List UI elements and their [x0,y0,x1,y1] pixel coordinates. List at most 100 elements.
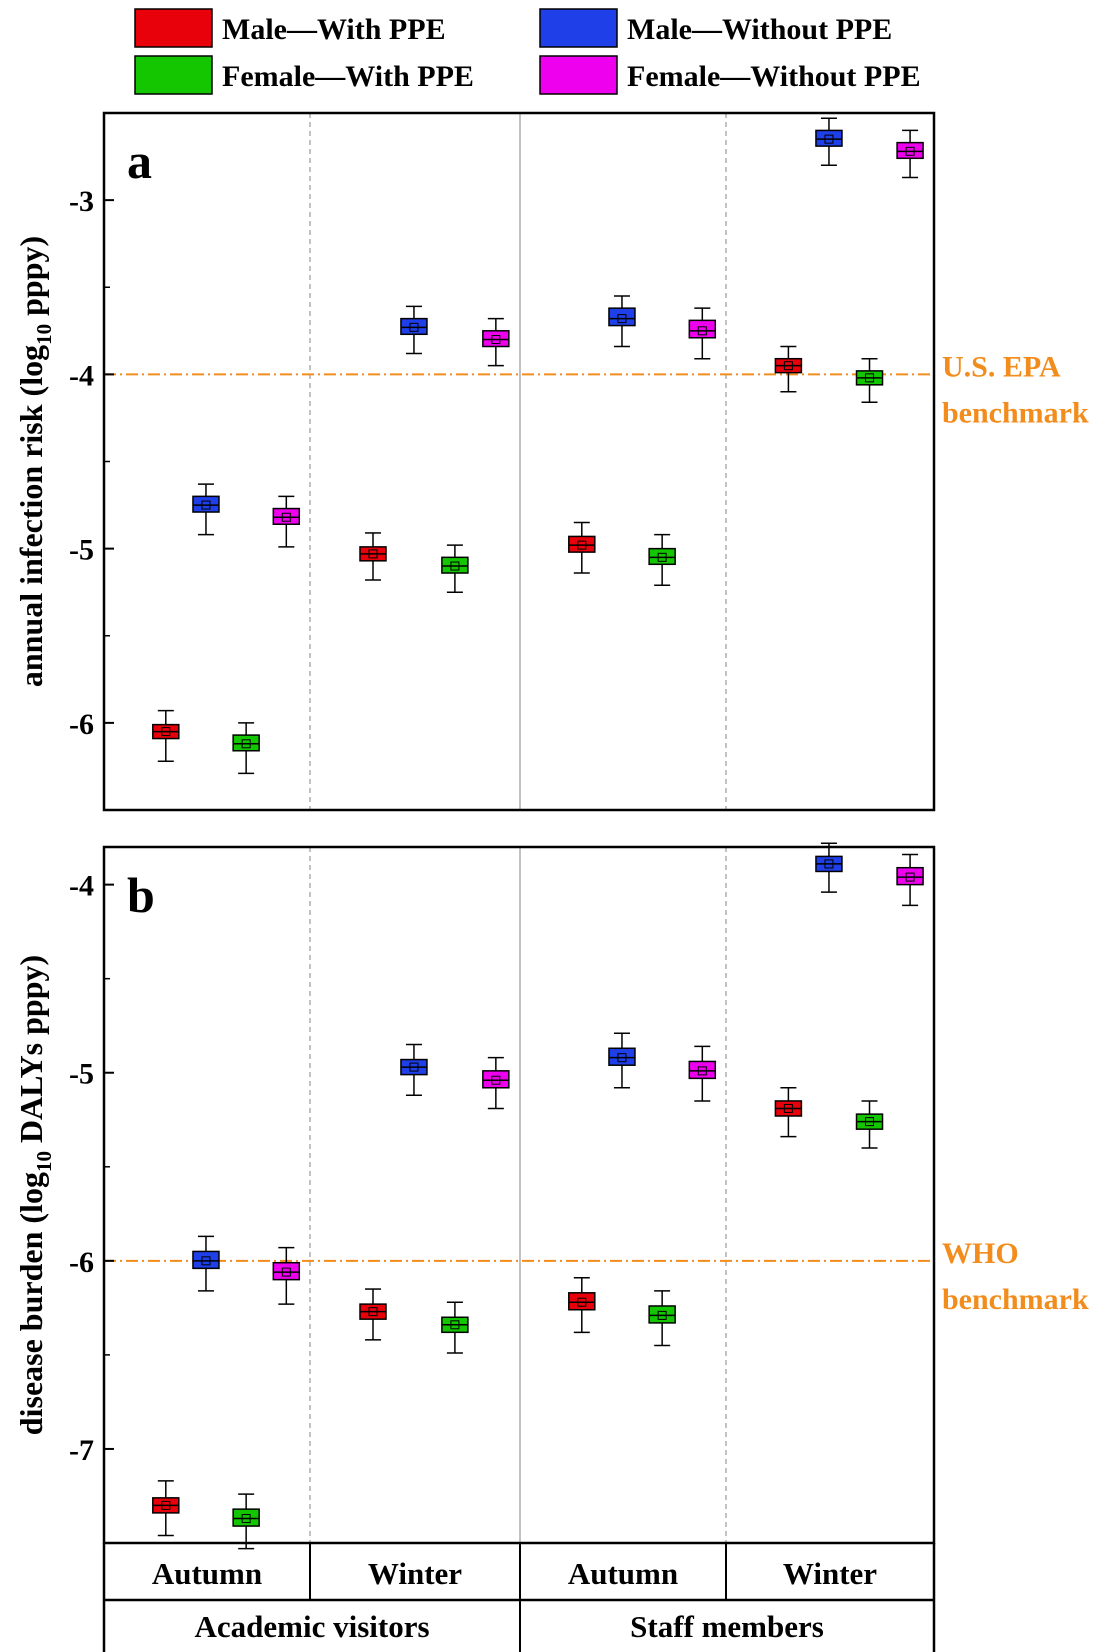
population-label: Staff members [630,1609,824,1644]
legend: Male—With PPE Male—Without PPE Female—With… [134,8,921,95]
box-mean-marker [161,727,171,737]
box-mean-marker [241,1514,251,1524]
plot-frame [102,111,936,812]
box-plot [152,1480,180,1537]
legend-label: Male—With PPE [222,13,446,46]
box-iqr [608,1047,636,1066]
panel-label: a [127,133,152,189]
box-iqr [272,507,301,525]
box-plot [482,1056,510,1110]
box-plot [774,1087,803,1138]
box-iqr [482,1070,510,1089]
box-mean-marker [865,1117,875,1127]
box-iqr [608,307,636,327]
box-iqr [232,734,260,752]
panel-a: U.S. EPA benchmark -6 -5 -4 -3 a annual infecti… [13,111,1089,812]
box-iqr [192,495,220,513]
box-iqr [400,317,428,336]
y-axis-label: disease burden (log10 DALYs pppy) [13,955,56,1435]
panels: U.S. EPA benchmark -6 -5 -4 -3 a annual infecti… [13,111,1089,1550]
group-table: Autumn Winter Autumn Winter Academic visitor… [102,1543,936,1652]
box-plot [192,1235,220,1292]
box-plot [359,1288,387,1341]
box-mean-marker [201,500,211,510]
box-mean-marker [697,1066,707,1076]
box-plot [232,722,260,775]
box-plot [400,305,428,355]
season-label: Autumn [152,1556,262,1591]
y-tick-label: -3 [69,185,94,218]
legend-label: Female—Without PPE [627,60,921,93]
box-plot [482,317,510,367]
legend-swatch [134,55,213,95]
box-mean-marker [577,1297,587,1307]
box-mean-marker [491,1075,501,1085]
y-axis-label-main: disease burden (log [13,1172,49,1435]
box-mean-marker [697,326,707,336]
y-tick-label: -6 [69,1246,94,1279]
box-iqr [815,129,843,147]
y-axis-label-main: annual infection risk (log [13,345,49,687]
season-label: Winter [368,1556,462,1591]
box-plot [568,521,596,574]
box-iqr [648,1305,676,1324]
box-iqr [568,1292,596,1311]
box-mean-marker [241,739,251,749]
box-plot [441,1301,469,1354]
y-tick-label: -6 [69,708,94,741]
box-mean-marker [577,540,587,550]
box-plot [688,307,717,360]
box-plot [855,1100,884,1149]
box-plot [272,1246,301,1305]
box-mean-marker [281,512,291,522]
box-iqr [568,535,596,553]
y-axis-label-subscript: 10 [32,324,56,345]
box-mean-marker [905,146,915,156]
box-mean-marker [824,859,834,869]
benchmark-label: U.S. EPA [942,350,1061,383]
box-plot [648,533,676,586]
box-mean-marker [450,1320,460,1330]
box-mean-marker [281,1267,291,1277]
box-mean-marker [905,872,915,882]
box-mean-marker [161,1500,171,1510]
box-plot [192,483,220,536]
box-plot [688,1045,717,1102]
box-mean-marker [491,335,501,345]
y-axis-label-subscript: 10 [32,1151,56,1172]
box-plot [359,532,387,581]
box-iqr [192,1250,220,1270]
y-axis-label: annual infection risk (log10 pppy) [13,236,56,687]
legend-swatch [134,8,213,48]
box-mean-marker [368,549,378,559]
box-plot [774,345,803,393]
box-iqr [272,1261,301,1281]
box-mean-marker [657,1310,667,1320]
box-iqr [482,330,510,348]
legend-item: Male—Without PPE [539,8,892,48]
benchmark-label: WHO [942,1237,1019,1270]
box-iqr [232,1508,260,1527]
box-mean-marker [783,361,793,371]
box-mean-marker [824,134,834,144]
population-label: Academic visitors [194,1609,429,1644]
box-plot [855,357,884,404]
legend-item: Female—Without PPE [539,55,921,95]
y-axis-label-unit: DALYs pppy) [13,955,49,1151]
box-iqr [441,556,469,574]
box-iqr [896,866,924,886]
box-plot [608,1032,636,1089]
box-plot [400,1043,428,1097]
box-mean-marker [617,1053,627,1063]
benchmark-label: benchmark [942,396,1089,429]
box-mean-marker [657,552,667,562]
box-iqr [896,141,924,160]
legend-swatch [539,55,618,95]
box-plot [232,1493,260,1550]
box-mean-marker [409,1062,419,1072]
legend-item: Female—With PPE [134,55,474,95]
legend-label: Female—With PPE [222,60,474,93]
legend-swatch [539,8,618,48]
panel-label: b [127,867,155,923]
